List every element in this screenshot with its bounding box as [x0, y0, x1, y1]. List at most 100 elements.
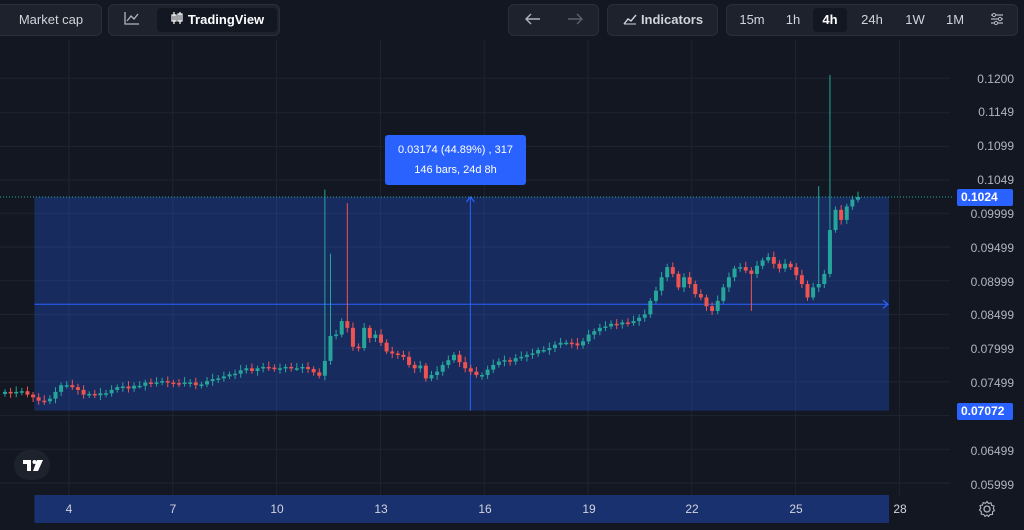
redo-button[interactable]	[557, 8, 593, 32]
candle-body	[25, 391, 30, 395]
candle-body	[272, 367, 277, 370]
candle-body	[255, 368, 260, 371]
candle-body	[238, 370, 243, 374]
candle-body	[698, 294, 703, 298]
timeframe-15m[interactable]: 15m	[739, 12, 765, 27]
chart-type-group: TradingView	[108, 4, 280, 36]
candle-body	[294, 368, 299, 370]
candle-body	[109, 389, 114, 394]
candle-body	[92, 393, 97, 396]
candle-body	[115, 387, 120, 390]
candle-body	[401, 354, 406, 357]
price-label: 0.1049	[977, 173, 1014, 187]
timeframe-1m[interactable]: 1M	[945, 12, 965, 27]
candlestick-icon	[170, 9, 184, 33]
candle-body	[474, 371, 479, 376]
market-cap-button[interactable]: Market cap	[18, 12, 84, 27]
candle-body	[844, 206, 849, 220]
timeframe-4h[interactable]: 4h	[813, 8, 847, 32]
time-label: 25	[789, 502, 803, 516]
candle-body	[306, 366, 311, 369]
candle-body	[771, 257, 776, 264]
line-chart-button[interactable]	[115, 8, 149, 32]
candle-body	[446, 360, 451, 365]
tradingview-logo[interactable]	[14, 450, 50, 480]
timeframe-1w[interactable]: 1W	[905, 12, 925, 27]
candle-body	[407, 356, 412, 365]
arrow-left-icon	[525, 9, 541, 33]
time-label: 19	[582, 502, 596, 516]
timeframe-1h[interactable]: 1h	[785, 12, 801, 27]
candle-body	[569, 342, 574, 345]
candle-body	[586, 334, 591, 342]
price-chart[interactable]	[0, 40, 1024, 530]
candle-body	[603, 326, 608, 328]
candle-body	[249, 368, 254, 371]
candle-body	[322, 360, 327, 376]
candle-body	[36, 397, 41, 401]
candle-body	[788, 263, 793, 268]
candle-body	[816, 283, 821, 288]
candle-body	[221, 376, 226, 379]
candle-body	[547, 348, 552, 351]
candle-body	[126, 386, 131, 389]
candle-series	[3, 74, 860, 405]
indicators-group: Indicators	[607, 4, 718, 36]
candle-body	[356, 346, 361, 349]
candle-body	[418, 365, 423, 369]
tradingview-button[interactable]: TradingView	[157, 8, 277, 32]
axis-settings-button[interactable]	[978, 500, 996, 518]
candle-body	[70, 385, 75, 388]
timeframe-24h[interactable]: 24h	[861, 12, 883, 27]
candle-body	[8, 391, 13, 394]
candle-body	[104, 393, 109, 395]
candle-body	[87, 393, 92, 396]
price-label: 0.09999	[970, 207, 1014, 221]
candle-body	[760, 260, 765, 266]
measure-bars-text: 146 bars, 24d 8h	[414, 164, 497, 176]
indicators-label: Indicators	[640, 12, 704, 27]
candle-body	[435, 371, 440, 376]
timeframe-group: 15m 1h 4h 24h 1W 1M	[726, 4, 1018, 36]
time-label: 16	[478, 502, 492, 516]
candle-body	[833, 209, 838, 231]
undo-button[interactable]	[515, 8, 551, 32]
chart-settings-button[interactable]	[981, 8, 1013, 32]
candle-body	[732, 268, 737, 278]
candle-body	[47, 398, 52, 402]
time-axis-selection-band	[34, 495, 890, 523]
candle-body	[227, 374, 232, 377]
candle-body	[536, 350, 541, 354]
candle-body	[642, 314, 647, 318]
candle-body	[637, 317, 642, 322]
candle-body	[726, 277, 731, 288]
price-label: 0.08999	[970, 275, 1014, 289]
candle-body	[3, 391, 7, 394]
candle-body	[541, 350, 546, 352]
candle-body	[648, 300, 653, 315]
candle-body	[485, 369, 490, 376]
candle-body	[339, 321, 344, 335]
candle-body	[440, 364, 445, 372]
candle-body	[384, 342, 389, 352]
current-price-tag: 0.1024	[957, 189, 1013, 206]
price-label: 0.1099	[977, 139, 1014, 153]
candle-body	[395, 353, 400, 355]
price-label: 0.07499	[970, 376, 1014, 390]
candle-body	[64, 385, 69, 387]
candle-body	[42, 400, 47, 403]
price-label: 0.09499	[970, 241, 1014, 255]
candle-body	[423, 365, 428, 379]
indicators-icon	[623, 9, 637, 33]
candle-body	[137, 385, 142, 388]
measure-tooltip: 0.03174 (44.89%) , 317 146 bars, 24d 8h	[385, 135, 526, 185]
candle-body	[822, 273, 827, 284]
candle-body	[856, 197, 860, 200]
candle-body	[233, 373, 238, 376]
indicators-button[interactable]: Indicators	[614, 8, 712, 32]
candle-body	[98, 393, 103, 396]
candle-body	[53, 391, 58, 399]
candle-body	[188, 382, 193, 384]
candle-body	[609, 323, 614, 327]
candle-body	[480, 375, 485, 377]
